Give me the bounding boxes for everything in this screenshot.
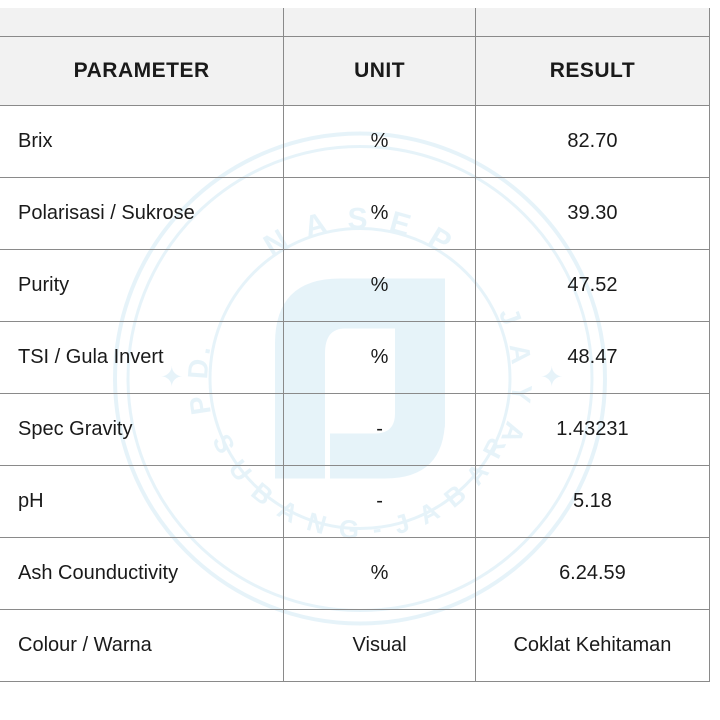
cell-unit: -: [284, 465, 476, 537]
cell-unit: -: [284, 393, 476, 465]
cell-result: Coklat Kehitaman: [475, 609, 709, 681]
header-spacer-row: [0, 8, 710, 36]
cell-result: 1.43231: [475, 393, 709, 465]
cell-parameter: Ash Counductivity: [0, 537, 284, 609]
cell-parameter: Colour / Warna: [0, 609, 284, 681]
table-row: Ash Counductivity%6.24.59: [0, 537, 710, 609]
col-header-parameter: PARAMETER: [0, 36, 284, 105]
cell-unit: Visual: [284, 609, 476, 681]
table-row: TSI / Gula Invert%48.47: [0, 321, 710, 393]
cell-parameter: Polarisasi / Sukrose: [0, 177, 284, 249]
table-row: Brix%82.70: [0, 105, 710, 177]
cell-result: 48.47: [475, 321, 709, 393]
results-table: PARAMETER UNIT RESULT Brix%82.70Polarisa…: [0, 8, 710, 682]
cell-unit: %: [284, 249, 476, 321]
col-header-result: RESULT: [475, 36, 709, 105]
cell-result: 6.24.59: [475, 537, 709, 609]
cell-result: 47.52: [475, 249, 709, 321]
cell-parameter: Spec Gravity: [0, 393, 284, 465]
table-row: Polarisasi / Sukrose%39.30: [0, 177, 710, 249]
cell-parameter: Brix: [0, 105, 284, 177]
table-row: Spec Gravity-1.43231: [0, 393, 710, 465]
cell-unit: %: [284, 105, 476, 177]
cell-unit: %: [284, 537, 476, 609]
table-row: Purity%47.52: [0, 249, 710, 321]
results-tbody: Brix%82.70Polarisasi / Sukrose%39.30Puri…: [0, 105, 710, 681]
col-header-unit: UNIT: [284, 36, 476, 105]
cell-parameter: Purity: [0, 249, 284, 321]
cell-parameter: TSI / Gula Invert: [0, 321, 284, 393]
cell-unit: %: [284, 177, 476, 249]
cell-parameter: pH: [0, 465, 284, 537]
cell-result: 39.30: [475, 177, 709, 249]
cell-result: 82.70: [475, 105, 709, 177]
header-row: PARAMETER UNIT RESULT: [0, 36, 710, 105]
cell-unit: %: [284, 321, 476, 393]
cell-result: 5.18: [475, 465, 709, 537]
table-row: Colour / WarnaVisualCoklat Kehitaman: [0, 609, 710, 681]
results-table-container: PARAMETER UNIT RESULT Brix%82.70Polarisa…: [0, 0, 720, 682]
table-row: pH-5.18: [0, 465, 710, 537]
